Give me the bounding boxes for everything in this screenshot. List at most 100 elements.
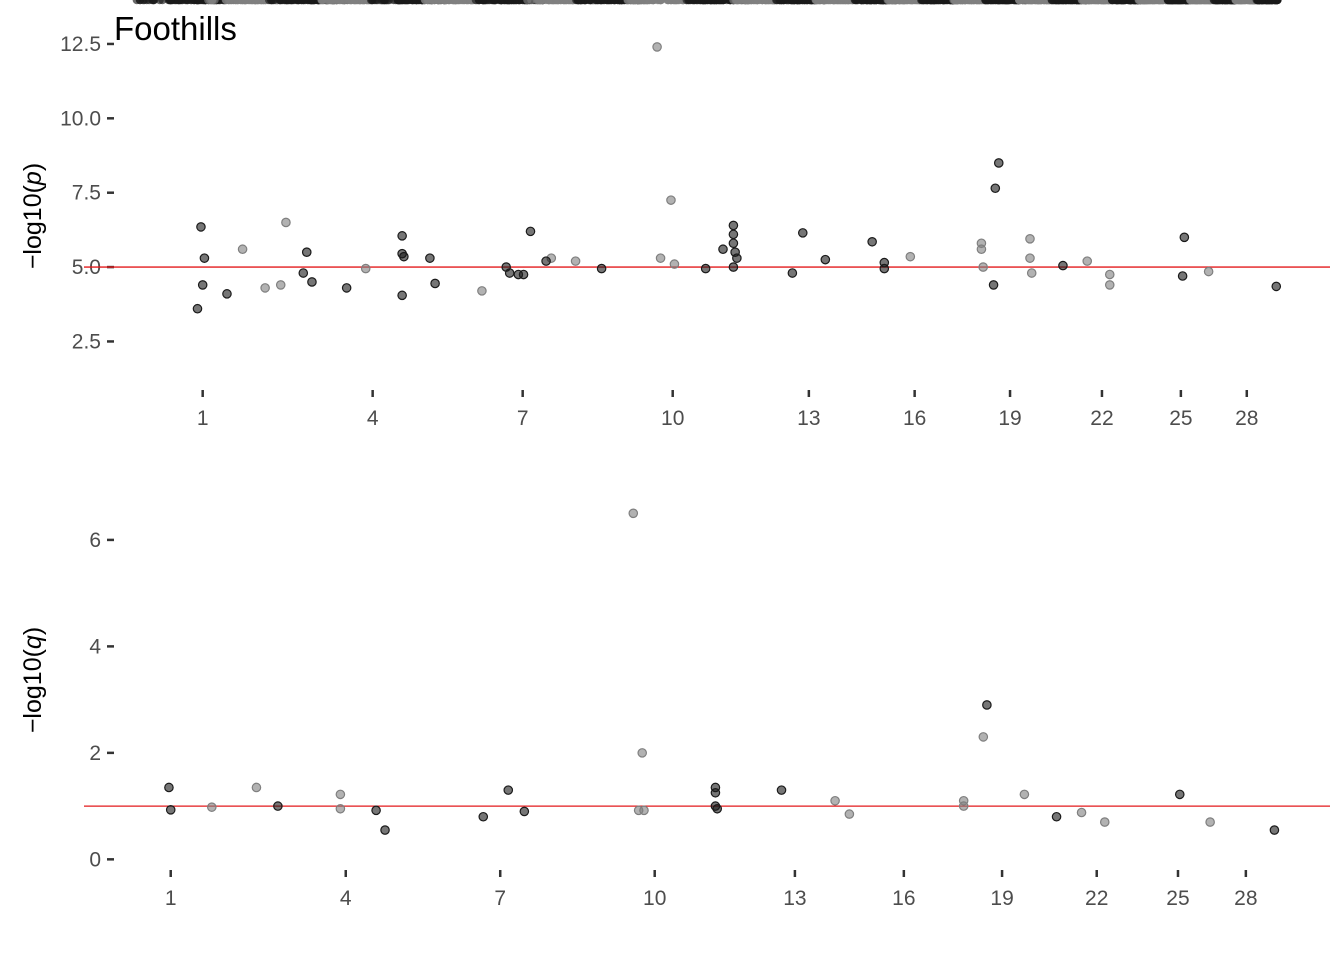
snp-point-outlier [990, 183, 1001, 194]
snp-point [1126, 0, 1135, 5]
snp-point [408, 0, 417, 5]
snp-point-outlier [844, 809, 855, 819]
snp-point-outlier [165, 805, 176, 815]
snp-point-outlier [988, 280, 999, 290]
snp-point-outlier [718, 244, 728, 255]
y-tick-label: 7.5 [72, 182, 101, 205]
snp-point-outlier [1026, 268, 1037, 278]
snp-point [686, 0, 696, 5]
snp-point [802, 0, 811, 5]
chromosome-band-15 [850, 0, 891, 5]
snp-point-outlier [380, 825, 390, 835]
snp-point [266, 0, 276, 5]
snp-point [1231, 0, 1241, 5]
chromosome-band-14 [811, 0, 857, 5]
y-axis-label-prefix: −log10( [19, 184, 47, 269]
snp-point [1096, 0, 1105, 5]
chromosome-band-10 [623, 0, 688, 5]
snp-point-outlier [281, 217, 291, 228]
snp-point [897, 0, 906, 5]
x-tick-label: 28 [1234, 887, 1257, 910]
snp-point-outlier [1203, 266, 1214, 277]
x-tick-label: 4 [340, 887, 352, 910]
snp-point-outlier [978, 262, 988, 272]
snp-point-outlier [1025, 234, 1035, 244]
snp-point [370, 0, 380, 5]
snp-point-outlier [1177, 271, 1188, 281]
snp-point-outlier [1025, 253, 1035, 263]
snp-point [1185, 0, 1195, 5]
chromosome-band-12 [729, 0, 779, 5]
snp-point [497, 0, 506, 5]
chromosome-band-25 [1163, 0, 1193, 5]
snp-point [576, 0, 585, 5]
snp-point [297, 0, 306, 5]
snp-point-outlier [425, 253, 435, 263]
snp-point [1246, 0, 1255, 5]
y-tick-label: 10.0 [60, 107, 101, 130]
snp-point [401, 0, 410, 5]
snp-point-outlier [197, 280, 208, 290]
snp-point-outlier [335, 789, 346, 800]
y-axis-label-var: p [19, 171, 47, 186]
snp-point [741, 0, 751, 5]
snp-point [505, 0, 514, 5]
snp-point [256, 0, 265, 5]
snp-point [1135, 0, 1144, 5]
snp-point [1015, 0, 1024, 5]
snp-point-outlier [639, 805, 649, 816]
snp-point [1034, 0, 1044, 5]
snp-point-outlier [273, 801, 283, 811]
snp-point-outlier [430, 278, 440, 289]
snp-point [423, 0, 432, 5]
snp-point [534, 0, 543, 5]
snp-point-outlier [776, 785, 787, 795]
chromosome-band-11 [682, 0, 738, 5]
snp-point [1059, 0, 1069, 5]
snp-point [994, 0, 1004, 5]
snp-point-outlier [976, 244, 987, 255]
snp-point-outlier [237, 244, 248, 255]
snp-point-outlier [503, 785, 514, 795]
snp-point-outlier [199, 253, 210, 263]
snp-point [656, 0, 665, 5]
snp-point-outlier [541, 256, 551, 266]
snp-point [936, 0, 945, 5]
snp-point-outlier [596, 263, 607, 274]
snp-point [490, 0, 499, 5]
y-axis-label-var: q [19, 635, 47, 649]
snp-point-outlier [1205, 817, 1215, 827]
y-tick-label: 12.5 [60, 33, 101, 56]
x-tick-label: 22 [1090, 407, 1113, 430]
snp-point [857, 0, 866, 5]
snp-point [648, 0, 658, 5]
snp-point [822, 0, 832, 5]
snp-point-outlier [628, 508, 639, 519]
snp-point-outlier [1104, 269, 1115, 280]
snp-point-outlier [275, 280, 286, 290]
snp-point-outlier [728, 238, 739, 249]
snp-point-outlier [820, 254, 831, 265]
snp-point-outlier [732, 253, 742, 263]
y-axis-label: −log10(p) [19, 163, 47, 269]
snp-point-outlier [867, 236, 877, 247]
chart-title: Foothills [114, 10, 237, 47]
snp-point [981, 0, 991, 5]
snp-point-outlier [360, 263, 371, 274]
snp-point-outlier [797, 228, 808, 238]
snp-point [705, 0, 714, 5]
snp-point [887, 0, 897, 5]
x-tick-label: 13 [797, 407, 820, 430]
snp-point-outlier [477, 286, 487, 296]
chromosome-band-3 [264, 0, 324, 5]
snp-point [193, 0, 203, 5]
snp-point-outlier [570, 256, 581, 266]
snp-point [206, 0, 215, 5]
snp-point [347, 0, 356, 5]
snp-point-outlier [712, 803, 723, 814]
snp-point-outlier [504, 268, 515, 278]
x-tick-label: 1 [165, 887, 177, 910]
snp-point [132, 0, 142, 5]
chromosome-band-18 [949, 0, 989, 5]
snp-point-outlier [525, 226, 536, 237]
